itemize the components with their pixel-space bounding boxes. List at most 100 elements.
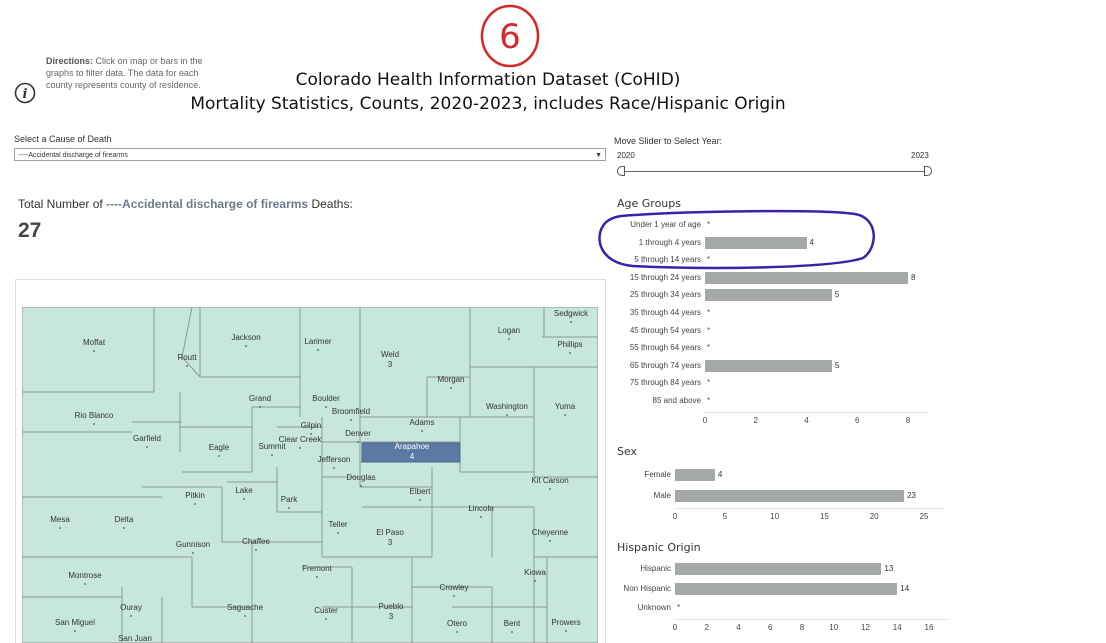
hispanic-bar-non-hispanic[interactable]: [675, 582, 898, 595]
county-label-rio-blanco[interactable]: Rio Blanco: [75, 411, 114, 420]
county-label-denver[interactable]: Denver: [345, 429, 371, 438]
county-label-weld[interactable]: Weld: [381, 350, 399, 359]
age-label-55-through-64-years[interactable]: 55 through 64 years: [629, 343, 701, 353]
county-label-gunnison[interactable]: Gunnison: [176, 540, 210, 549]
sex-label-female[interactable]: Female: [644, 470, 671, 479]
year-slider-end-handle[interactable]: [924, 166, 932, 176]
county-dot-eagle: [218, 455, 220, 457]
sex-label-male[interactable]: Male: [653, 490, 671, 500]
county-label-yuma[interactable]: Yuma: [555, 402, 576, 411]
county-label-adams[interactable]: Adams: [410, 418, 435, 427]
county-label-jefferson[interactable]: Jefferson: [318, 455, 351, 464]
county-label-broomfield[interactable]: Broomfield: [332, 407, 370, 416]
county-label-gilpin[interactable]: Gilpin: [301, 421, 321, 430]
county-label-grand[interactable]: Grand: [249, 394, 271, 403]
total-deaths-count: 27: [18, 219, 42, 242]
county-dot-routt: [186, 365, 188, 367]
county-label-elbert[interactable]: Elbert: [410, 487, 432, 496]
county-label-bent[interactable]: Bent: [504, 619, 521, 628]
age-label-under-1-year-of-age[interactable]: Under 1 year of age: [630, 220, 701, 229]
county-label-moffat[interactable]: Moffat: [83, 338, 106, 347]
hispanic-tick-6: 6: [768, 623, 773, 632]
county-label-lake[interactable]: Lake: [235, 486, 253, 495]
county-label-logan[interactable]: Logan: [498, 326, 520, 335]
county-label-delta[interactable]: Delta: [115, 515, 134, 524]
county-shape-arapahoe-highlighted[interactable]: [361, 442, 461, 463]
county-label-fremont[interactable]: Fremont: [302, 564, 333, 573]
county-label-sedgwick[interactable]: Sedgwick: [554, 309, 589, 318]
age-bar-65-through-74-years[interactable]: [705, 359, 832, 372]
age-bar-15-through-24-years[interactable]: [705, 271, 908, 284]
county-label-crowley[interactable]: Crowley: [440, 583, 469, 592]
county-label-washington[interactable]: Washington: [486, 402, 528, 411]
age-label-15-through-24-years[interactable]: 15 through 24 years: [629, 272, 701, 282]
county-label-prowers[interactable]: Prowers: [551, 618, 580, 627]
hispanic-bar-hispanic[interactable]: [675, 563, 882, 575]
sex-bar-male[interactable]: [675, 489, 905, 502]
age-label-35-through-44-years[interactable]: 35 through 44 years: [629, 308, 701, 317]
age-bar-25-through-34-years[interactable]: [705, 289, 832, 302]
county-label-eagle[interactable]: Eagle: [209, 443, 230, 452]
county-label-ouray[interactable]: Ouray: [120, 603, 142, 612]
year-slider-track[interactable]: [620, 171, 930, 172]
county-label-kiowa[interactable]: Kiowa: [524, 568, 546, 577]
age-label-85-and-above[interactable]: 85 and above: [652, 396, 702, 405]
county-label-jackson[interactable]: Jackson: [231, 333, 260, 342]
county-label-lincoln[interactable]: Lincoln: [468, 504, 493, 513]
county-label-mesa[interactable]: Mesa: [50, 515, 70, 524]
hispanic-label-unknown[interactable]: Unknown: [637, 603, 671, 612]
county-label-el-paso[interactable]: El Paso: [376, 528, 404, 537]
county-dot-kiowa: [534, 580, 536, 582]
age-tick-8: 8: [905, 416, 911, 425]
county-label-phillips[interactable]: Phillips: [557, 340, 582, 349]
county-label-san-juan[interactable]: San Juan: [118, 634, 152, 643]
county-label-summit[interactable]: Summit: [258, 442, 286, 451]
county-label-teller[interactable]: Teller: [328, 520, 347, 529]
county-label-boulder[interactable]: Boulder: [312, 394, 340, 403]
county-label-pitkin[interactable]: Pitkin: [185, 491, 205, 500]
cause-of-death-dropdown[interactable]: ----Accidental discharge of firearms ▼: [14, 148, 606, 161]
county-label-san-miguel[interactable]: San Miguel: [55, 618, 95, 627]
county-label-garfield[interactable]: Garfield: [133, 434, 161, 443]
age-label-1-through-4-years[interactable]: 1 through 4 years: [638, 237, 701, 247]
cause-dropdown-value: ----Accidental discharge of firearms: [19, 152, 128, 159]
year-slider-start-handle[interactable]: [617, 166, 625, 176]
age-label-45-through-54-years[interactable]: 45 through 54 years: [629, 325, 701, 335]
age-label-75-through-84-years[interactable]: 75 through 84 years: [629, 378, 701, 388]
county-label-saguache[interactable]: Saguache: [227, 603, 264, 612]
county-label-douglas[interactable]: Douglas: [346, 473, 375, 482]
age-value-65-through-74-years: 5: [834, 360, 840, 370]
county-label-morgan[interactable]: Morgan: [437, 375, 464, 384]
age-label-65-through-74-years[interactable]: 65 through 74 years: [629, 360, 701, 370]
hispanic-label-non-hispanic[interactable]: Non Hispanic: [623, 583, 671, 593]
county-dot-kit-carson: [549, 488, 551, 490]
county-dot-grand: [259, 406, 261, 408]
sex-title: Sex: [617, 445, 638, 458]
county-label-kit-carson[interactable]: Kit Carson: [531, 476, 568, 485]
county-label-montrose[interactable]: Montrose: [68, 571, 102, 580]
sex-tick-15: 15: [819, 512, 829, 521]
county-label-otero[interactable]: Otero: [447, 619, 468, 628]
age-label-25-through-34-years[interactable]: 25 through 34 years: [629, 290, 701, 300]
county-label-cheyenne[interactable]: Cheyenne: [532, 528, 569, 537]
county-label-larimer[interactable]: Larimer: [304, 337, 331, 346]
age-label-5-through-14-years[interactable]: 5 through 14 years: [634, 255, 701, 265]
county-label-pueblo[interactable]: Pueblo: [379, 602, 404, 611]
county-label-arapahoe[interactable]: Arapahoe: [395, 442, 430, 451]
hispanic-label-hispanic[interactable]: Hispanic: [640, 564, 671, 573]
age-bar-1-through-4-years[interactable]: [705, 236, 807, 249]
annotation-number-text: 6: [499, 17, 521, 57]
county-dot-boulder: [325, 406, 327, 408]
age-title: Age Groups: [617, 197, 681, 210]
info-icon[interactable]: i: [14, 82, 36, 104]
county-label-park[interactable]: Park: [281, 495, 298, 504]
county-label-routt[interactable]: Routt: [177, 353, 197, 362]
hispanic-tick-4: 4: [736, 623, 741, 632]
sex-bar-female[interactable]: [675, 469, 715, 481]
county-label-chaffee[interactable]: Chaffee: [242, 537, 270, 546]
county-label-custer[interactable]: Custer: [314, 606, 338, 615]
chevron-down-icon: ▼: [595, 152, 602, 159]
county-label-clear-creek[interactable]: Clear Creek: [279, 435, 323, 444]
age-axis-line: [705, 412, 928, 413]
